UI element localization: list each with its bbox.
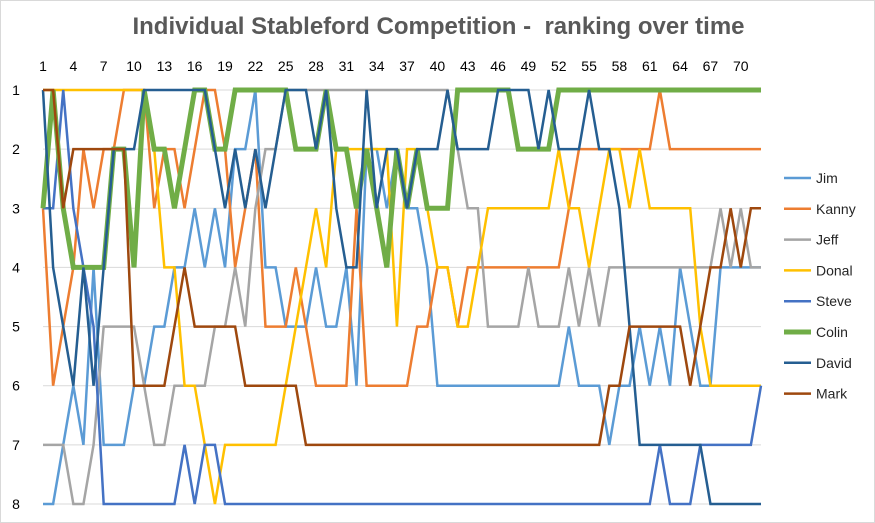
y-tick-label: 5 bbox=[12, 319, 20, 335]
x-tick-label: 34 bbox=[369, 58, 385, 74]
x-tick-label: 28 bbox=[308, 58, 324, 74]
x-tick-label: 49 bbox=[521, 58, 537, 74]
y-tick-label: 3 bbox=[12, 200, 20, 216]
y-tick-label: 6 bbox=[12, 378, 20, 394]
legend-label-kanny: Kanny bbox=[816, 201, 856, 217]
series-lines bbox=[40, 87, 763, 506]
x-tick-label: 46 bbox=[490, 58, 506, 74]
y-tick-label: 2 bbox=[12, 141, 20, 157]
x-tick-label: 16 bbox=[187, 58, 203, 74]
legend-label-david: David bbox=[816, 355, 852, 371]
legend-label-jim: Jim bbox=[816, 170, 838, 186]
x-tick-label: 25 bbox=[278, 58, 294, 74]
x-tick-label: 55 bbox=[581, 58, 597, 74]
y-tick-label: 4 bbox=[12, 259, 20, 275]
series-line-steve bbox=[43, 89, 763, 506]
x-tick-label: 13 bbox=[157, 58, 173, 74]
x-tick-label: 10 bbox=[126, 58, 142, 74]
x-tick-label: 43 bbox=[460, 58, 476, 74]
series-line-david bbox=[41, 88, 761, 506]
legend-label-mark: Mark bbox=[816, 386, 848, 402]
gridlines bbox=[43, 89, 761, 505]
legend-label-colin: Colin bbox=[816, 324, 848, 340]
legend: Jim Kanny Jeff Donal Steve Colin David Mark bbox=[784, 170, 856, 402]
chart-title: Individual Stableford Competition - rank… bbox=[132, 13, 745, 40]
y-axis-tick-labels: 1 2 3 4 5 6 7 8 bbox=[12, 82, 20, 512]
x-tick-label: 52 bbox=[551, 58, 567, 74]
x-tick-label: 61 bbox=[642, 58, 658, 74]
series-line-jeff bbox=[43, 88, 761, 506]
x-tick-label: 4 bbox=[69, 58, 77, 74]
series-line-kanny bbox=[41, 88, 761, 387]
legend-label-donal: Donal bbox=[816, 262, 853, 278]
x-axis-tick-labels: 1 4 7 10 13 16 19 22 25 28 31 34 37 40 43 46 49 52 55 58 61 6… bbox=[39, 58, 749, 74]
y-tick-label: 1 bbox=[12, 82, 20, 98]
x-tick-label: 70 bbox=[733, 58, 749, 74]
x-tick-label: 22 bbox=[248, 58, 264, 74]
legend-label-steve: Steve bbox=[816, 293, 852, 309]
y-tick-label: 7 bbox=[12, 437, 20, 453]
legend-label-jeff: Jeff bbox=[816, 232, 838, 248]
x-tick-label: 64 bbox=[672, 58, 688, 74]
x-tick-label: 58 bbox=[612, 58, 628, 74]
x-tick-label: 40 bbox=[430, 58, 446, 74]
x-tick-label: 31 bbox=[339, 58, 355, 74]
series-line-donal bbox=[43, 88, 761, 505]
x-tick-label: 19 bbox=[217, 58, 233, 74]
x-tick-label: 7 bbox=[100, 58, 108, 74]
x-tick-label: 37 bbox=[399, 58, 415, 74]
series-line-jim bbox=[43, 89, 761, 506]
x-tick-label: 67 bbox=[703, 58, 719, 74]
series-line-mark bbox=[43, 88, 761, 447]
y-tick-label: 8 bbox=[12, 496, 20, 512]
x-tick-label: 1 bbox=[39, 58, 47, 74]
